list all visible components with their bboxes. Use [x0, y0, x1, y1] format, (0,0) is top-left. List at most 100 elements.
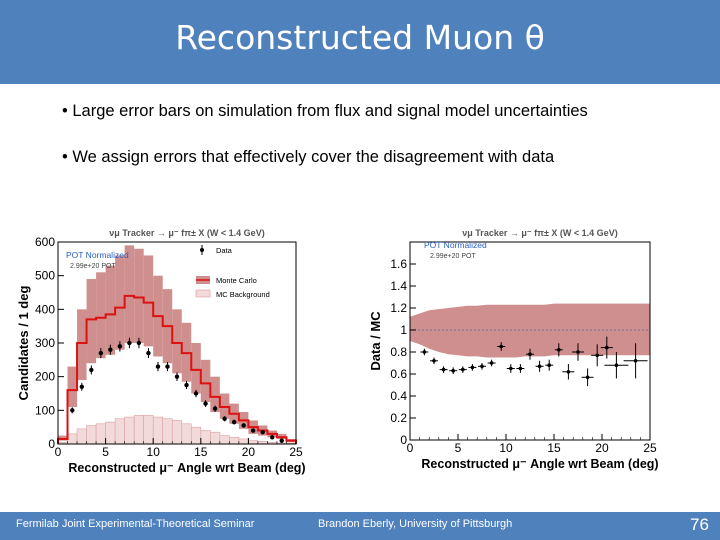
mc-background-bin: [152, 416, 164, 445]
legend-data-label: Data: [216, 246, 233, 255]
ratio-point: [605, 345, 609, 350]
ratio-point: [422, 350, 427, 354]
pot-value-label: 2.99e+20 POT: [70, 263, 116, 270]
footer-bar: Fermilab Joint Experimental-Theoretical …: [0, 512, 720, 540]
data-point: [146, 350, 151, 356]
y-tick-label: 400: [35, 302, 55, 316]
y-tick-label: 0.2: [390, 411, 407, 425]
data-point: [117, 344, 123, 349]
ratio-point: [557, 348, 561, 352]
x-tick-label: 0: [55, 445, 62, 459]
mc-background-bin: [76, 428, 87, 445]
ratio-point: [633, 359, 638, 363]
mc-background-bin: [171, 420, 183, 445]
mc-background-bin: [124, 416, 135, 445]
mc-background-bin: [219, 435, 230, 445]
x-tick-label: 0: [407, 441, 414, 455]
y-tick-label: 1.2: [390, 301, 407, 315]
chart-title: νμ Tracker → μ⁻ fπ± X (W < 1.4 GeV): [462, 228, 617, 238]
ratio-point: [528, 352, 532, 356]
mc-error-band-bin: [77, 309, 87, 381]
ratio-point: [518, 366, 523, 371]
ratio-point: [470, 365, 475, 370]
slide-title: Reconstructed Muon θ: [175, 18, 545, 57]
data-point: [203, 401, 208, 406]
y-tick-label: 0.8: [390, 345, 407, 359]
pot-normalized-label: POT Normalized: [424, 240, 487, 250]
data-point: [127, 340, 132, 346]
mc-uncertainty-band: [410, 303, 650, 358]
footer-seminar: Fermilab Joint Experimental-Theoretical …: [16, 518, 255, 530]
data-point: [184, 382, 189, 388]
mc-background-bin: [238, 438, 249, 445]
data-point: [108, 347, 113, 352]
ratio-point: [547, 363, 551, 367]
mc-error-band-bin: [200, 359, 211, 402]
data-point: [165, 364, 170, 369]
mc-error-band-bin: [96, 272, 106, 359]
mc-error-band-bin: [86, 279, 97, 364]
mc-background-bin: [229, 436, 240, 445]
y-tick-label: 600: [35, 235, 55, 249]
data-point: [193, 391, 199, 396]
mc-background-bin: [95, 423, 106, 445]
mc-background-bin: [248, 440, 259, 445]
legend-background-swatch: [195, 289, 211, 298]
x-axis-label: Reconstructed μ⁻ Angle wrt Beam (deg): [68, 461, 305, 475]
mc-error-band-bin: [67, 366, 78, 407]
y-axis-label: Data / MC: [368, 311, 383, 371]
y-tick-label: 1.4: [390, 279, 407, 293]
x-tick-label: 20: [595, 441, 609, 455]
ratio-point: [509, 366, 513, 371]
mc-error-band-bin: [115, 255, 125, 350]
x-tick-label: 15: [194, 445, 208, 459]
data-point: [260, 430, 265, 435]
data-point: [79, 384, 85, 389]
pot-value-label: 2.99e+20 POT: [430, 253, 476, 260]
data-point: [70, 408, 75, 413]
y-tick-label: 1.6: [390, 257, 407, 271]
mc-error-band-bin: [105, 265, 116, 355]
bullet-1: • Large error bars on simulation from fl…: [62, 102, 588, 120]
title-bar: Reconstructed Muon θ: [0, 0, 720, 84]
mc-background-bin: [114, 418, 125, 445]
y-tick-label: 0.6: [390, 367, 407, 381]
mc-background-bin: [133, 415, 144, 445]
mc-background-bin: [181, 423, 192, 445]
data-point: [155, 364, 161, 369]
data-point: [250, 428, 256, 433]
data-point: [89, 367, 94, 373]
mc-background-bin: [67, 433, 78, 445]
ratio-point: [499, 344, 503, 349]
x-tick-label: 15: [547, 441, 561, 455]
data-point: [279, 438, 284, 443]
ratio-point: [566, 370, 571, 374]
plot-frame: [409, 241, 651, 441]
ratio-point: [461, 367, 465, 372]
data-point: [212, 406, 218, 411]
mc-background-bin: [143, 415, 154, 445]
y-tick-label: 100: [35, 403, 55, 417]
footer-author: Brandon Eberly, University of Pittsburgh: [318, 518, 513, 530]
ratio-point: [576, 350, 580, 354]
mc-error-band-bin: [191, 343, 201, 394]
data-point: [174, 374, 180, 379]
candidates-histogram: 0 5 10 15 20 25 0 100 200 300 400 500 600 Reconstruct…: [16, 228, 306, 475]
data-point: [231, 419, 237, 425]
data-point: [241, 423, 246, 428]
mc-histogram-line: [57, 294, 297, 444]
bullet-2: • We assign errors that effectively cove…: [62, 148, 555, 166]
y-tick-label: 0: [48, 437, 55, 451]
y-tick-label: 0.4: [390, 389, 407, 403]
data-mc-ratio-plot: 0 5 10 15 20 25 0 0.2 0.4 0.6 0.8 1 1.2 1.4 1.6 Reconst…: [368, 228, 659, 471]
x-tick-label: 10: [499, 441, 513, 455]
x-tick-label: 10: [147, 445, 161, 459]
data-point: [136, 340, 142, 346]
mc-error-band-bin: [124, 245, 135, 343]
mc-background-bin: [190, 426, 202, 445]
pot-normalized-label: POT Normalized: [66, 250, 129, 260]
x-tick-label: 5: [102, 445, 109, 459]
y-tick-label: 1: [400, 323, 407, 337]
bullet-list: • Large error bars on simulation from fl…: [62, 100, 622, 192]
x-axis-label: Reconstructed μ⁻ Angle wrt Beam (deg): [421, 457, 658, 471]
